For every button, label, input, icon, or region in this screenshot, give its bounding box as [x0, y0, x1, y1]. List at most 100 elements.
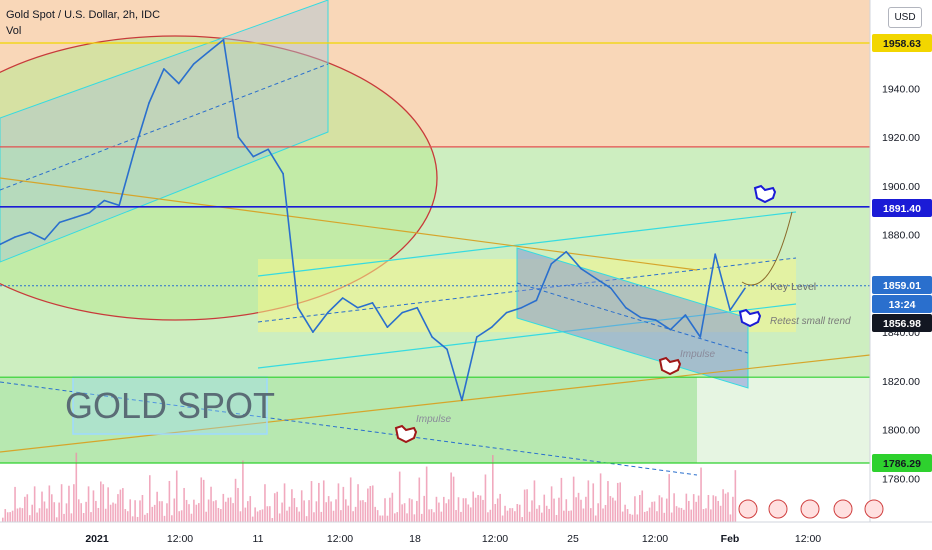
- volume-bar: [310, 481, 313, 522]
- x-tick-label: 11: [253, 533, 264, 545]
- price-tag-label: 1958.63: [883, 38, 921, 50]
- pointing-hand-icon-shape: [753, 184, 777, 204]
- volume-bar: [626, 509, 629, 522]
- volume-bar: [648, 507, 651, 522]
- volume-bar: [92, 490, 95, 522]
- volume-bar: [9, 512, 11, 522]
- trend-drawings: [0, 0, 871, 476]
- impulse-label: Impulse: [416, 414, 451, 425]
- volume-bar: [499, 493, 501, 522]
- volume-bar: [636, 514, 639, 522]
- volume-bar: [38, 508, 41, 522]
- volume-bar: [722, 489, 724, 522]
- volume-bar: [212, 501, 215, 522]
- horizontal-levels: [0, 42, 870, 464]
- volume-bar: [362, 500, 364, 522]
- volume-bar: [641, 490, 644, 522]
- volume-bar: [420, 513, 423, 522]
- volume-bar: [516, 504, 519, 522]
- price-point: [43, 238, 46, 241]
- volume-bar: [457, 497, 460, 522]
- volume-bar: [700, 467, 702, 522]
- price-point: [520, 306, 523, 309]
- x-tick-label: 18: [409, 533, 421, 545]
- volume-bar: [247, 501, 249, 522]
- volume-bar: [171, 515, 173, 522]
- volume-bar: [357, 484, 359, 522]
- volume-bar: [100, 481, 102, 522]
- y-tick-label: 1820.00: [882, 376, 920, 388]
- volume-bar: [541, 512, 543, 522]
- volume-bar: [538, 505, 541, 522]
- price-point: [744, 287, 746, 290]
- pointing-hand-icon-shape: [394, 424, 418, 444]
- volume-bar: [582, 508, 585, 522]
- volume-bar: [320, 511, 323, 522]
- volume-bar: [565, 499, 568, 522]
- volume-bar: [193, 499, 195, 522]
- volume-bar: [411, 499, 413, 522]
- volume-bar: [675, 506, 678, 522]
- volume-bar: [313, 512, 315, 522]
- volume-bar: [178, 511, 180, 522]
- volume-bar: [254, 507, 256, 522]
- volume-bar: [129, 499, 131, 522]
- pointing-hand-icon: [753, 184, 777, 204]
- volume-bar: [406, 513, 408, 522]
- volume-bar: [558, 497, 560, 522]
- volume-bar: [239, 511, 242, 522]
- volume-bar: [668, 474, 670, 522]
- volume-bar: [77, 499, 80, 522]
- volume-bar: [523, 489, 526, 522]
- volume-bar: [198, 503, 200, 522]
- volume-bar: [408, 498, 411, 522]
- volume-bar: [695, 501, 697, 522]
- volume-bar: [447, 499, 450, 522]
- price-point: [0, 243, 1, 246]
- volume-bar: [543, 494, 546, 522]
- x-tick-label: 12:00: [482, 533, 508, 545]
- volume-bar: [631, 514, 634, 522]
- volume-bar: [85, 501, 87, 522]
- volume-bar: [322, 480, 325, 522]
- pointing-hand-icon: [658, 356, 682, 376]
- volume-bar: [288, 506, 291, 522]
- volume-bar: [685, 493, 688, 522]
- volume-bar: [80, 503, 82, 522]
- x-tick-label: 12:00: [795, 533, 821, 545]
- price-point: [118, 204, 120, 207]
- volume-bar: [24, 496, 26, 522]
- price-point: [446, 348, 448, 350]
- volume-bar: [332, 510, 335, 522]
- event-flag-icon: [800, 499, 820, 519]
- volume-bar: [14, 486, 16, 522]
- volume-bar: [325, 502, 327, 522]
- volume-bar: [683, 509, 685, 522]
- y-tick-label: 1780.00: [882, 473, 920, 485]
- x-tick-label: 12:00: [642, 533, 668, 545]
- price-point: [401, 311, 404, 314]
- volume-bar: [293, 498, 296, 522]
- currency-button[interactable]: USD: [888, 7, 922, 28]
- price-point: [505, 311, 508, 314]
- volume-bar: [31, 504, 33, 522]
- volume-bar: [639, 495, 641, 522]
- volume-bar: [207, 499, 210, 522]
- volume-bar: [599, 473, 602, 522]
- pointing-hand-icon: [738, 308, 762, 328]
- watermark-box: [72, 376, 268, 435]
- volume-bar: [249, 496, 252, 522]
- volume-bar: [445, 503, 448, 522]
- volume-bar: [727, 492, 729, 522]
- volume-bar: [126, 511, 129, 522]
- volume-bar: [572, 476, 575, 522]
- volume-bar: [308, 500, 310, 522]
- volume-bar: [271, 518, 274, 522]
- volume-bar: [90, 512, 92, 522]
- volume-bar: [619, 482, 621, 522]
- x-tick-label: 2021: [85, 533, 109, 545]
- volume-bar: [264, 484, 266, 522]
- volume-bar: [195, 504, 198, 522]
- volume-bar: [580, 499, 582, 522]
